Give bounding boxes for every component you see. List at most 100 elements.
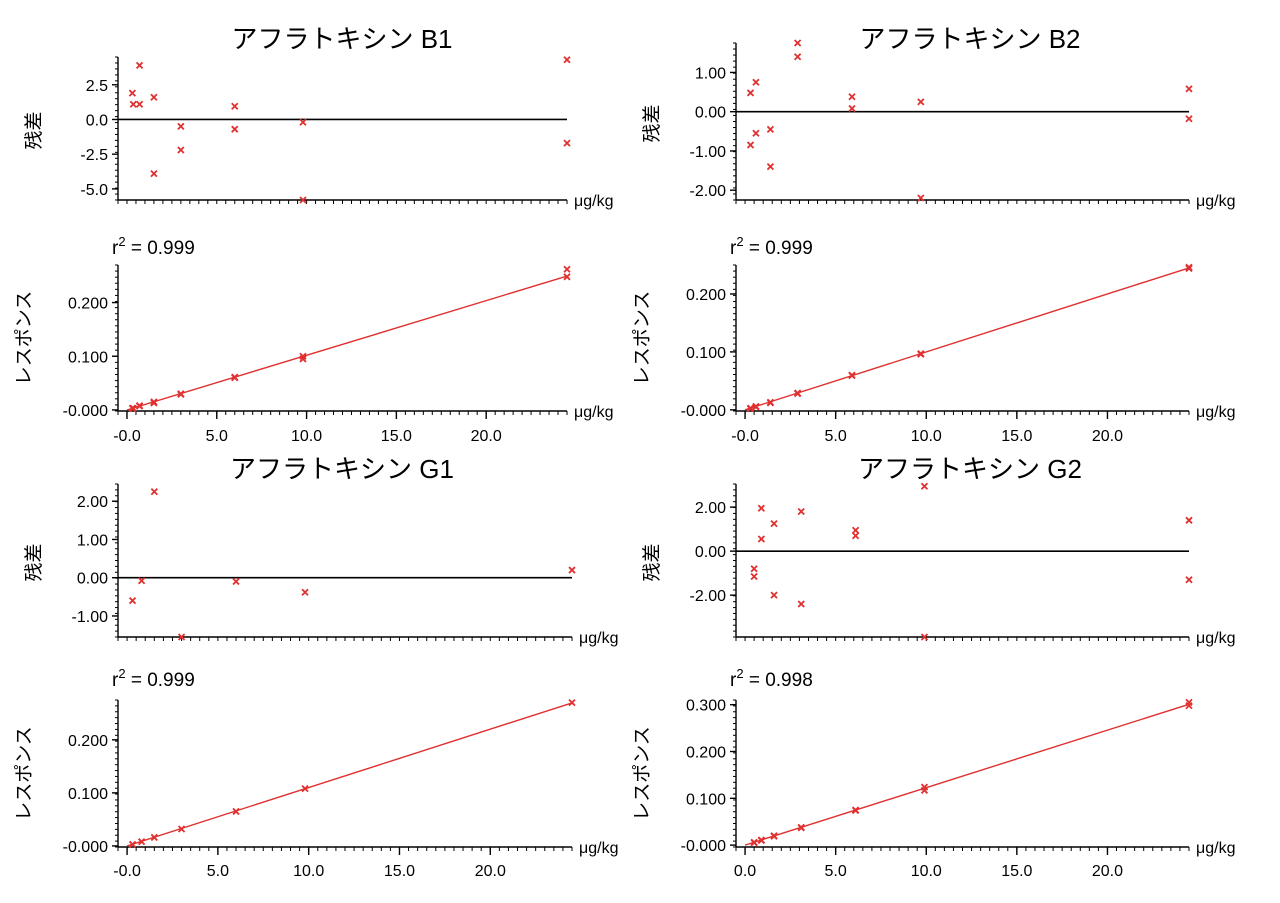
residual-plot-b1: -5.0 -2.5 0.0 2.5 μg/kg 残差 [23, 56, 613, 210]
panel-title-g1: アフラトキシン G1 [230, 454, 454, 484]
calibration-y-tick-label: 0.200 [686, 744, 726, 761]
calibration-point [917, 350, 925, 358]
residual-point [563, 139, 571, 147]
calibration-y-tick-label: 0.300 [686, 698, 726, 715]
residual-x-unit: μg/kg [1196, 630, 1235, 647]
panel-b2: アフラトキシン B2-2.00-1.000.001.00μg/kg残差-0.00… [631, 24, 1235, 445]
calibration-x-unit: μg/kg [1196, 404, 1235, 421]
residual-y-tick-label: -5.0 [80, 182, 108, 199]
residual-point [231, 102, 239, 110]
calibration-x-tick-label: 5.0 [206, 428, 228, 445]
calibration-y-tick-label: 0.100 [68, 786, 108, 803]
panel-title-g2: アフラトキシン G2 [858, 454, 1082, 484]
residual-point [793, 53, 802, 61]
calibration-x-unit: μg/kg [574, 404, 613, 421]
r-squared-prefix: r [730, 238, 737, 259]
residual-point [301, 588, 309, 596]
calibration-plot-b2: -0.000 0.100 0.200 -0.0 5.0 10.0 15.0 20.0 μg/kg… [631, 234, 1235, 445]
residual-point [150, 169, 158, 178]
residual-point [920, 633, 929, 641]
calibration-y-tick-label: 0.100 [68, 349, 108, 366]
calibration-fit-line [744, 703, 1190, 846]
residual-point [917, 194, 925, 202]
residual-point [917, 98, 925, 106]
calibration-x-tick-label: 5.0 [825, 428, 847, 445]
calibration-x-tick-label: 20.0 [471, 428, 502, 445]
residual-point [128, 89, 137, 97]
residual-point [232, 577, 240, 586]
calibration-x-tick-label: 10.0 [291, 428, 322, 445]
calibration-y-tick-label: 0.200 [686, 287, 726, 304]
calibration-point [568, 699, 576, 707]
calibration-x-tick-label: 15.0 [1001, 428, 1032, 445]
panel-title-b1: アフラトキシン B1 [231, 24, 452, 54]
r-squared-superscript: 2 [736, 666, 743, 681]
residual-y-tick-label: 0.00 [695, 544, 726, 561]
r-squared-prefix: r [112, 238, 119, 259]
calibration-x-tick-label: 10.0 [293, 863, 324, 880]
residual-x-unit: μg/kg [574, 193, 613, 210]
residual-point [746, 141, 755, 149]
calibration-x-tick-label: 15.0 [1001, 863, 1032, 880]
residual-y-tick-label: -1.00 [690, 144, 727, 161]
calibration-point [299, 355, 307, 363]
residual-point [757, 504, 766, 512]
r-squared-value: = 0.999 [126, 670, 195, 691]
residual-point [135, 61, 144, 69]
residual-point [129, 100, 137, 108]
residual-point [150, 488, 158, 496]
panel-title-b2: アフラトキシン B2 [859, 24, 1080, 54]
calibration-point [770, 832, 778, 840]
calibration-point [851, 806, 860, 815]
residual-point [757, 535, 766, 543]
calibration-y-tick-label: -0.000 [63, 839, 108, 856]
residual-point [797, 600, 805, 608]
residual-y-tick-label: 0.00 [77, 571, 108, 588]
calibration-x-tick-label: 15.0 [381, 428, 412, 445]
residual-point [231, 125, 239, 133]
calibration-x-tick-label: -0.0 [113, 863, 141, 880]
panel-g2: アフラトキシン G2 -2.00 0.00 2.00 μg/kg 残差 -0.000 0.10… [631, 454, 1235, 880]
calibration-x-tick-label: 10.0 [911, 863, 942, 880]
residual-point [1185, 115, 1193, 123]
calibration-y-label: レスポンス [13, 726, 35, 821]
residual-point [568, 566, 576, 574]
residual-point [746, 89, 755, 97]
calibration-x-tick-label: 20.0 [1092, 863, 1123, 880]
residual-point [770, 519, 778, 528]
r-squared-superscript: 2 [118, 666, 125, 681]
calibration-point [1185, 701, 1193, 710]
calibration-point [299, 352, 307, 360]
calibration-point [793, 389, 802, 398]
calibration-fit-line [744, 267, 1190, 411]
residual-point [150, 93, 158, 101]
calibration-point [150, 833, 158, 842]
panel-b1: アフラトキシン B1 -5.0 -2.5 0.0 2.5 μg/kg 残差 -0.000 0.1… [13, 24, 613, 445]
r-squared-label: r2 = 0.998 [730, 666, 813, 691]
calibration-point [757, 836, 766, 845]
calibration-point [129, 404, 137, 412]
calibration-x-tick-label: 5.0 [207, 863, 229, 880]
residual-point [128, 597, 137, 605]
residual-y-tick-label: 1.00 [77, 532, 108, 549]
calibration-x-tick-label: -0.0 [731, 428, 759, 445]
residual-x-unit: μg/kg [579, 630, 618, 647]
calibration-x-tick-label: 0.0 [734, 863, 756, 880]
residual-plot-g1: -1.00 0.00 1.00 2.00 μg/kg 残差 [23, 483, 618, 647]
calibration-point [128, 840, 137, 848]
calibration-fit-line [126, 702, 573, 847]
residual-y-tick-label: 0.00 [695, 105, 726, 122]
calibration-x-tick-label: -0.0 [113, 428, 141, 445]
residual-y-tick-label: -2.00 [690, 588, 727, 605]
residual-y-tick-label: 2.00 [695, 500, 726, 517]
calibration-point [135, 401, 144, 410]
residual-y-tick-label: 1.00 [695, 65, 726, 82]
residual-y-tick-label: -2.5 [80, 147, 108, 164]
calibration-point [150, 399, 158, 407]
calibration-point [301, 784, 309, 793]
residual-point [797, 507, 805, 516]
calibration-point [750, 839, 758, 847]
r-squared-label: r2 = 0.999 [112, 666, 195, 691]
calibration-x-tick-label: 15.0 [384, 863, 415, 880]
calibration-x-tick-label: 20.0 [1092, 428, 1123, 445]
